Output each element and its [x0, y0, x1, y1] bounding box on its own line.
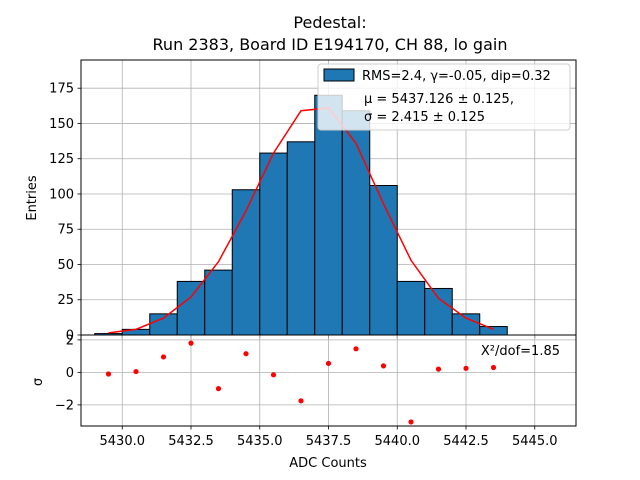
residual-point: [215, 386, 222, 392]
residual-point: [463, 365, 469, 371]
x-tick-label: 5437.5: [306, 434, 352, 449]
residual-points: [105, 340, 497, 425]
residual-point: [188, 340, 194, 346]
residual-point: [270, 372, 277, 378]
histogram-bar: [204, 269, 233, 336]
top-y-tick-label: 0: [66, 329, 74, 344]
residual-y-tick-label: 2: [66, 333, 74, 348]
top-panel-ticks: 0 25 50 75 100 125 150 175: [49, 82, 536, 344]
gaussian-fit-line: [108, 107, 494, 334]
residual-point: [105, 371, 112, 377]
histogram-bar: [479, 326, 508, 336]
top-y-tick-label: 150: [49, 117, 74, 132]
legend-fit-mu-label: μ = 5437.126 ± 0.125,: [364, 92, 514, 107]
x-axis-label: ADC Counts: [289, 456, 367, 471]
histogram-bars: [94, 94, 508, 336]
x-tick-label: 5440.0: [375, 434, 421, 449]
top-y-tick-label: 100: [49, 187, 74, 202]
top-y-tick-label: 25: [57, 293, 74, 308]
residual-y-tick-label: 0: [66, 366, 74, 381]
histogram-bar: [341, 110, 371, 336]
residual-point: [490, 364, 497, 371]
residual-panel-grid: [81, 335, 576, 426]
x-tick-label: 5435.0: [237, 434, 283, 449]
histogram-bar: [451, 313, 481, 336]
x-tick-label: 5445.0: [512, 434, 558, 449]
residual-point: [243, 351, 249, 357]
legend: RMS=2.4, γ=-0.05, dip=0.32 μ = 5437.126 …: [317, 63, 571, 131]
chart-title-line1: Pedestal:: [293, 13, 366, 32]
histogram-bar: [424, 287, 453, 336]
histogram-bar: [259, 152, 288, 336]
top-y-tick-label: 75: [57, 223, 74, 238]
residual-point: [435, 366, 442, 372]
histogram-bar: [369, 185, 398, 336]
residual-panel-ticks: 5430.0 5432.5 5435.0 5437.5 5440.0 5442.5 5445…: [55, 333, 558, 449]
legend-histogram-label: RMS=2.4, γ=-0.05, dip=0.32: [362, 69, 551, 84]
x-tick-label: 5442.5: [443, 434, 489, 449]
histogram-bar: [176, 280, 206, 336]
residual-point: [133, 368, 139, 375]
histogram-bar: [286, 141, 316, 336]
residual-point: [380, 363, 387, 369]
residual-point: [353, 346, 359, 352]
residual-point: [408, 419, 414, 425]
top-y-tick-label: 125: [49, 152, 74, 167]
residual-panel-frame: [80, 334, 577, 427]
residual-point: [160, 354, 167, 360]
residual-point: [325, 360, 332, 367]
x-tick-label: 5432.5: [168, 434, 214, 449]
legend-box: [317, 63, 571, 131]
chi2-annotation: X²/dof=1.85: [481, 344, 560, 359]
top-y-tick-label: 50: [57, 258, 74, 273]
legend-fit-sigma-label: σ = 2.415 ± 0.125: [364, 110, 485, 125]
legend-histogram-swatch: [323, 68, 355, 82]
residual-point: [298, 398, 304, 404]
histogram-bar: [396, 280, 426, 336]
y-axis-label-entries: Entries: [25, 175, 40, 221]
chart-title-line2: Run 2383, Board ID E194170, CH 88, lo ga…: [153, 35, 508, 54]
top-y-tick-label: 175: [49, 82, 74, 97]
histogram-bar: [149, 313, 178, 336]
x-tick-label: 5430.0: [100, 434, 146, 449]
y-axis-label-sigma: σ: [31, 378, 46, 386]
histogram-bar: [314, 94, 343, 336]
residual-y-tick-label: −2: [55, 398, 74, 413]
